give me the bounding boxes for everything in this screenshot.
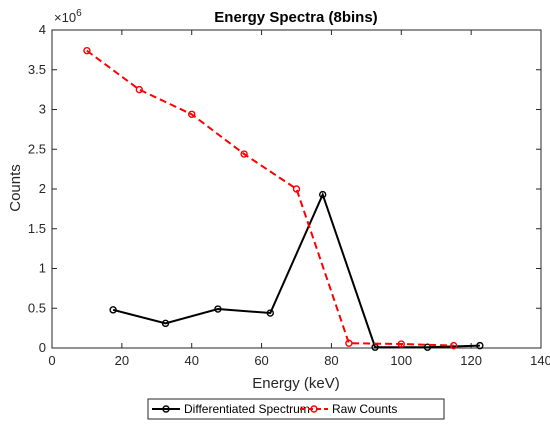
series-1 [83,46,458,350]
legend: Differentiated Spectrum Raw Counts [147,398,445,420]
x-tick-label: 80 [324,353,338,368]
data-point [109,306,117,314]
y-tick-label: 1 [39,261,46,276]
y-tick-label: 1.5 [28,221,46,236]
y-tick-label: 3 [39,102,46,117]
legend-entry: Differentiated Spectrum [152,402,310,416]
data-point [266,309,275,317]
y-tick-label: 4 [39,22,46,37]
x-tick-label: 40 [184,353,198,368]
x-tick-label: 60 [254,353,268,368]
series-line [112,191,480,349]
series-line [86,49,454,347]
data-point [397,340,405,348]
x-axis: 0 20 40 60 80 100 120 140 [48,30,550,368]
data-point [318,190,327,199]
legend-entry: Raw Counts [300,402,397,416]
x-tick-label: 0 [48,353,55,368]
x-tick-label: 20 [115,353,129,368]
x-axis-label: Energy (keV) [252,375,340,392]
data-point [161,319,170,328]
plot-area: 0 20 40 60 80 100 120 140 0 0.5 1 1.5 2 2.5 3 3.5 4 [28,22,550,368]
y-exponent-label: ×106 [54,8,82,25]
x-tick-label: 120 [460,353,482,368]
legend-box [147,398,445,420]
legend-marker [162,405,170,413]
data-point [83,46,91,55]
data-point [188,110,196,118]
data-point [449,341,458,350]
data-point [240,150,248,158]
data-point [135,85,144,94]
y-tick-label: 3.5 [28,62,46,77]
legend-marker [310,405,318,413]
x-tick-label: 140 [530,353,550,368]
y-tick-label: 2.5 [28,141,46,156]
y-exponent-power: 6 [76,8,82,19]
plot-frame [51,29,542,349]
data-point [345,339,353,347]
data-point [476,341,484,350]
data-point [214,305,222,313]
y-axis: 0 0.5 1 1.5 2 2.5 3 3.5 4 [28,22,541,355]
chart-title: Energy Spectra (8bins) [214,9,377,26]
y-exponent-base: ×10 [54,10,76,25]
legend-label: Differentiated Spectrum [184,402,310,416]
series-0 [109,190,484,351]
y-tick-label: 2 [39,181,46,196]
y-tick-label: 0.5 [28,300,46,315]
x-tick-label: 100 [390,353,412,368]
series-layer [83,46,484,351]
legend-label: Raw Counts [332,402,397,416]
data-point [423,343,432,351]
y-tick-label: 0 [39,340,46,355]
data-point [292,185,301,193]
y-axis-label: Counts [7,164,24,212]
